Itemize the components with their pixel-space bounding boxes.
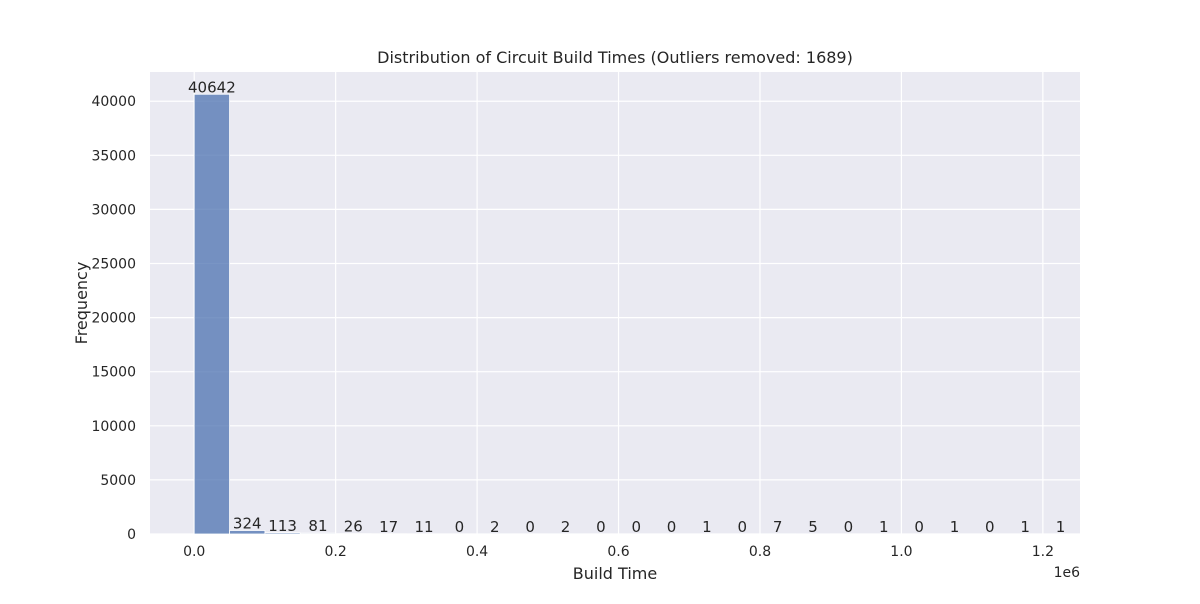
bar-value-label: 0 [914, 518, 924, 536]
x-axis-title: Build Time [573, 564, 657, 583]
bar-value-label: 26 [344, 518, 363, 536]
bar-value-label: 81 [308, 517, 327, 535]
bar-value-label: 1 [1056, 518, 1066, 536]
bar-value-label: 0 [631, 518, 641, 536]
x-tick-label: 1.0 [890, 544, 912, 560]
x-tick-label: 0.8 [749, 544, 771, 560]
histogram-bar [194, 94, 229, 534]
x-tick-label: 0.4 [466, 544, 488, 560]
bar-value-label: 1 [879, 518, 889, 536]
bar-value-label: 0 [455, 518, 465, 536]
y-tick-label: 20000 [91, 311, 136, 327]
bar-value-label: 1 [950, 518, 960, 536]
bar-value-label: 0 [525, 518, 535, 536]
y-tick-label: 5000 [100, 473, 136, 489]
bar-value-label: 0 [738, 518, 748, 536]
chart-title: Distribution of Circuit Build Times (Out… [377, 48, 853, 67]
y-tick-label: 30000 [91, 202, 136, 218]
bar-value-label: 17 [379, 518, 398, 536]
bar-value-label: 1 [702, 518, 712, 536]
y-axis-title: Frequency [72, 262, 91, 345]
y-tick-label: 25000 [91, 257, 136, 273]
x-tick-label: 0.0 [183, 544, 205, 560]
x-axis-offset-label: 1e6 [1054, 565, 1081, 581]
bar-value-label: 11 [415, 518, 434, 536]
y-tick-label: 10000 [91, 419, 136, 435]
y-tick-label: 0 [127, 527, 136, 543]
bar-value-label: 324 [233, 514, 262, 532]
bar-value-label: 5 [808, 518, 818, 536]
bar-value-label: 0 [844, 518, 854, 536]
bar-value-label: 40642 [188, 78, 236, 96]
bar-value-label: 0 [596, 518, 606, 536]
bar-value-label: 0 [667, 518, 677, 536]
bar-value-label: 1 [1020, 518, 1030, 536]
y-tick-label: 35000 [91, 148, 136, 164]
bar-value-label: 2 [490, 518, 500, 536]
plot-background [150, 72, 1080, 534]
y-tick-label: 15000 [91, 365, 136, 381]
x-tick-label: 0.6 [607, 544, 629, 560]
x-tick-label: 1.2 [1032, 544, 1054, 560]
y-tick-label: 40000 [91, 94, 136, 110]
x-tick-label: 0.2 [325, 544, 347, 560]
bar-value-label: 2 [561, 518, 571, 536]
bar-value-label: 7 [773, 518, 783, 536]
bar-value-label: 113 [268, 517, 297, 535]
bar-value-label: 0 [985, 518, 995, 536]
